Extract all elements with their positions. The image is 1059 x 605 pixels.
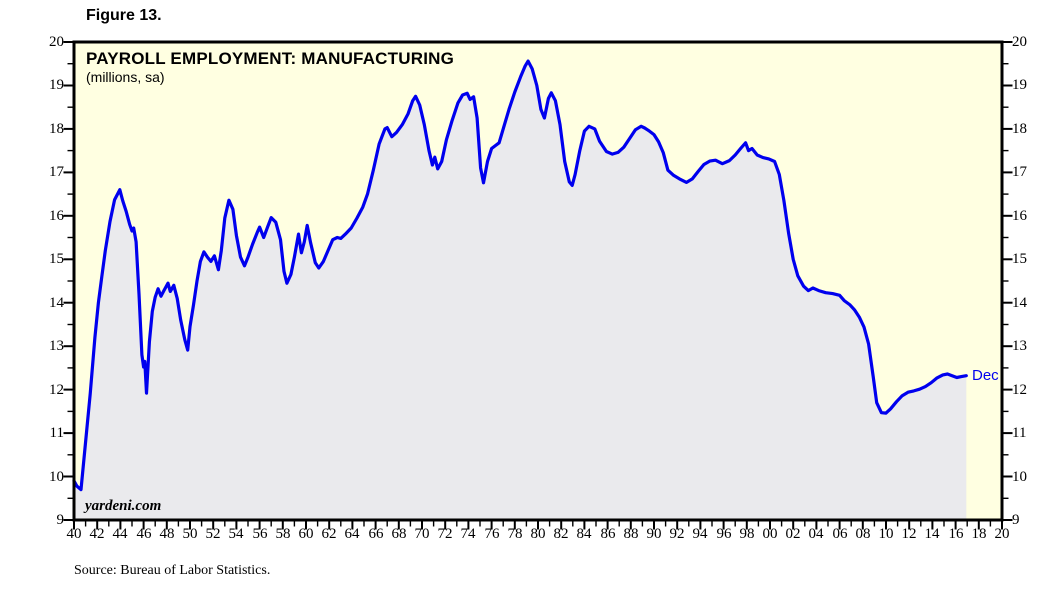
x-axis-tick-label: 12 (901, 526, 917, 542)
figure-label: Figure 13. (86, 7, 162, 24)
x-axis-tick-label: 62 (321, 526, 337, 542)
x-axis-tick-label: 90 (646, 526, 662, 542)
x-axis-tick-label: 48 (159, 526, 175, 542)
watermark-yardeni: yardeni.com (85, 498, 162, 514)
x-axis-tick-label: 14 (924, 526, 940, 542)
x-axis-tick-label: 16 (948, 526, 964, 542)
x-axis-tick-label: 10 (878, 526, 894, 542)
x-axis-tick-label: 04 (808, 526, 824, 542)
x-axis-tick-label: 76 (484, 526, 500, 542)
x-axis-tick-label: 18 (971, 526, 987, 542)
x-axis-tick-label: 96 (716, 526, 732, 542)
x-axis-tick-label: 20 (994, 526, 1010, 542)
y-axis-tick-label-left: 13 (49, 338, 64, 354)
x-axis-tick-label: 06 (832, 526, 848, 542)
x-axis-tick-label: 84 (576, 526, 592, 542)
y-axis-tick-label-left: 9 (56, 512, 65, 528)
x-axis-tick-label: 80 (530, 526, 546, 542)
x-axis-tick-label: 00 (762, 526, 778, 542)
x-axis-tick-label: 72 (437, 526, 453, 542)
y-axis-tick-label-right: 10 (1012, 469, 1027, 485)
x-axis-tick-label: 58 (275, 526, 291, 542)
x-axis-tick-label: 60 (298, 526, 314, 542)
x-axis-tick-label: 40 (66, 526, 82, 542)
y-axis-tick-label-left: 20 (49, 34, 64, 50)
x-axis-tick-label: 66 (368, 526, 384, 542)
y-axis-tick-label-left: 14 (49, 295, 64, 311)
chart-subtitle: (millions, sa) (86, 69, 165, 85)
y-axis-tick-label-right: 14 (1012, 295, 1027, 311)
x-axis-tick-label: 74 (460, 526, 476, 542)
y-axis-tick-label-left: 16 (49, 208, 64, 224)
y-axis-tick-label-left: 15 (49, 251, 64, 267)
y-axis-tick-label-right: 19 (1012, 77, 1027, 93)
chart-title: PAYROLL EMPLOYMENT: MANUFACTURING (86, 49, 455, 68)
x-axis-tick-label: 54 (228, 526, 244, 542)
x-axis-tick-label: 44 (112, 526, 128, 542)
x-axis-tick-label: 86 (600, 526, 616, 542)
y-axis-tick-label-right: 17 (1012, 164, 1027, 180)
x-axis-tick-label: 82 (553, 526, 569, 542)
y-axis-tick-label-right: 12 (1012, 382, 1027, 398)
y-axis-tick-label-left: 19 (49, 77, 64, 93)
y-axis-tick-label-left: 12 (49, 382, 64, 398)
y-axis-tick-label-right: 15 (1012, 251, 1027, 267)
y-axis-tick-label-right: 16 (1012, 208, 1027, 224)
plot-frame (72, 40, 1004, 522)
y-axis-tick-label-left: 10 (49, 469, 64, 485)
x-axis-tick-label: 50 (182, 526, 198, 542)
y-axis-tick-label-right: 9 (1012, 512, 1020, 528)
x-axis-tick-label: 64 (344, 526, 360, 542)
y-axis-tick-label-right: 13 (1012, 338, 1027, 354)
y-axis-tick-label-right: 20 (1012, 34, 1027, 50)
x-axis-tick-label: 78 (507, 526, 523, 542)
y-axis-tick-label-left: 18 (49, 121, 64, 137)
x-axis-tick-label: 98 (739, 526, 755, 542)
x-axis-tick-label: 68 (391, 526, 407, 542)
x-axis-tick-label: 52 (205, 526, 221, 542)
x-axis-tick-label: 46 (136, 526, 152, 542)
x-axis-tick-label: 56 (252, 526, 268, 542)
series-line (72, 59, 968, 492)
y-axis-tick-label-right: 11 (1012, 425, 1027, 441)
x-axis-tick-label: 08 (855, 526, 871, 542)
x-axis-tick-label: 92 (669, 526, 685, 542)
x-axis-tick-label: 88 (623, 526, 639, 542)
y-axis-tick-label-left: 17 (49, 164, 64, 180)
x-axis-tick-label: 94 (692, 526, 708, 542)
x-axis-tick-label: 42 (89, 526, 105, 542)
source-note: Source: Bureau of Labor Statistics. (74, 563, 271, 578)
y-axis-tick-label-right: 18 (1012, 121, 1027, 137)
x-axis-tick-label: 70 (414, 526, 430, 542)
x-axis-tick-label: 02 (785, 526, 801, 542)
series-end-label: Dec (972, 367, 999, 384)
y-axis-tick-label-left: 11 (49, 425, 64, 441)
series-area-fill (74, 61, 967, 520)
